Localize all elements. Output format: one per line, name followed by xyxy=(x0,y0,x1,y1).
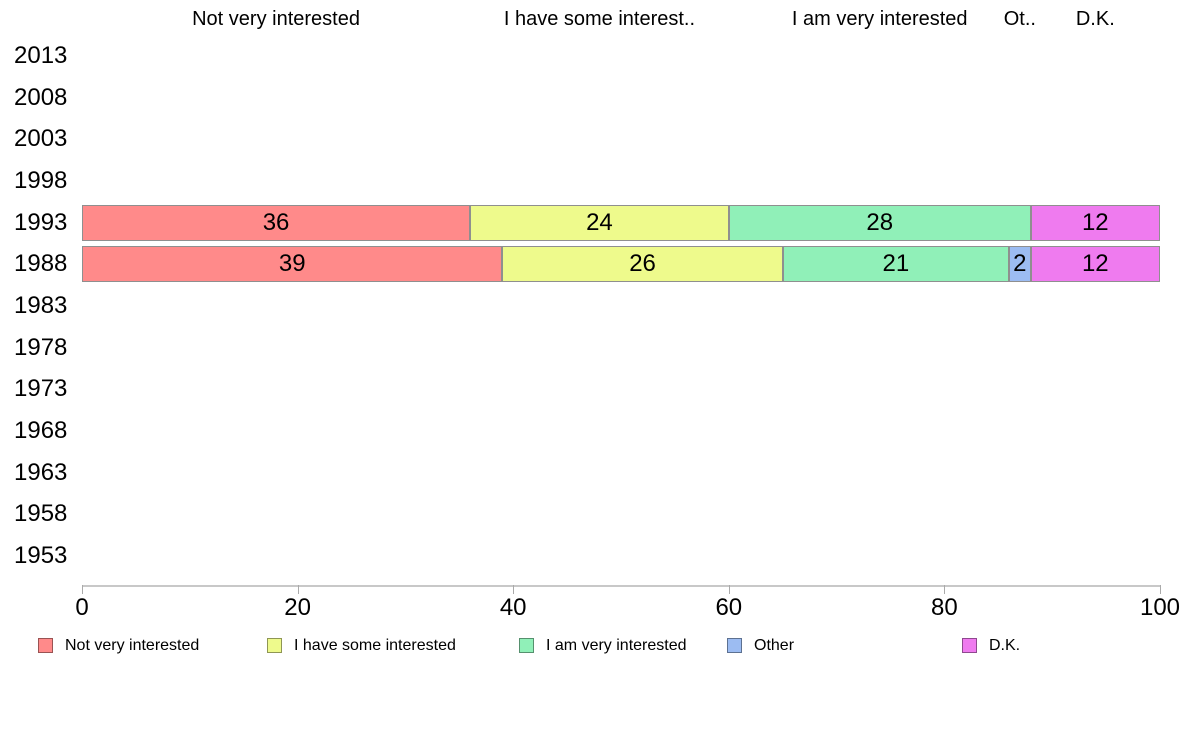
bar-segment-i-have-some-interested-1988[interactable]: 26 xyxy=(502,246,783,283)
legend-item-not-very-interested[interactable]: Not very interested xyxy=(38,637,199,654)
y-axis-label-2008: 2008 xyxy=(14,83,68,111)
bar-value-label: 21 xyxy=(882,250,910,278)
bar-segment-not-very-interested-1993[interactable]: 36 xyxy=(82,204,471,241)
y-axis-label-1953: 1953 xyxy=(14,542,68,569)
x-axis-tick-label: 100 xyxy=(1139,594,1181,621)
x-axis-tick-label: 60 xyxy=(715,594,743,621)
column-header-other: Ot.. xyxy=(1003,8,1036,30)
x-axis-tick-label: 40 xyxy=(499,594,527,621)
legend-label: D.K. xyxy=(989,637,1021,654)
bar-segment-other-1988[interactable]: 2 xyxy=(1009,246,1031,283)
bar-segment-i-have-some-interested-1993[interactable]: 24 xyxy=(470,204,729,241)
x-axis-line xyxy=(82,585,1160,587)
bar-segment-d-k-1993[interactable]: 12 xyxy=(1030,204,1160,241)
x-axis-tick-label: 0 xyxy=(75,594,89,621)
bar-value-label: 36 xyxy=(262,208,290,236)
x-axis-tick xyxy=(82,585,83,594)
x-axis-tick xyxy=(728,585,730,594)
bar-value-label: 24 xyxy=(586,208,613,236)
y-axis-label-1973: 1973 xyxy=(14,375,68,403)
legend-item-d-k[interactable]: D.K. xyxy=(962,637,1020,654)
bar-value-label: 28 xyxy=(866,208,894,236)
x-axis-tick-label: 80 xyxy=(931,594,958,621)
y-axis-label-1983: 1983 xyxy=(14,292,68,319)
column-header-d-k: D.K. xyxy=(1075,8,1115,30)
legend-swatch-not-very-interested xyxy=(38,638,53,653)
y-axis-label-1968: 1968 xyxy=(14,417,68,444)
bar-value-label: 26 xyxy=(629,250,656,278)
legend-label: Other xyxy=(754,637,795,654)
legend-swatch-d-k xyxy=(962,638,977,653)
bar-segment-i-am-very-interested-1988[interactable]: 21 xyxy=(782,246,1010,283)
bar-value-label: 39 xyxy=(278,250,306,278)
bar-value-label: 12 xyxy=(1081,208,1109,236)
bar-value-label: 2 xyxy=(1013,250,1027,278)
bar-segment-d-k-1988[interactable]: 12 xyxy=(1030,246,1160,283)
legend-swatch-other xyxy=(727,638,742,653)
x-axis-tick xyxy=(1160,585,1161,594)
y-axis-label-1993: 1993 xyxy=(14,208,68,236)
bar-value-label: 12 xyxy=(1081,250,1109,278)
x-axis-tick-label: 20 xyxy=(284,594,311,621)
y-axis-label-1978: 1978 xyxy=(14,333,68,361)
y-axis-label-1998: 1998 xyxy=(14,167,68,194)
legend-label: I am very interested xyxy=(546,637,687,654)
y-axis-label-1958: 1958 xyxy=(14,500,68,528)
y-axis-label-2013: 2013 xyxy=(14,42,68,69)
legend-label: I have some interested xyxy=(294,637,456,654)
bar-segment-not-very-interested-1988[interactable]: 39 xyxy=(82,246,503,283)
x-axis-tick xyxy=(513,585,515,594)
column-header-i-am-very-interested: I am very interested xyxy=(791,8,968,30)
legend-item-i-have-some-interested[interactable]: I have some interested xyxy=(267,637,456,654)
x-axis-tick xyxy=(944,585,946,594)
y-axis-label-1988: 1988 xyxy=(14,250,68,278)
legend-label: Not very interested xyxy=(65,637,200,654)
legend-item-other[interactable]: Other xyxy=(727,637,794,654)
column-header-i-have-some-interested: I have some interest.. xyxy=(503,8,696,30)
x-axis-tick xyxy=(297,585,299,594)
legend-swatch-i-am-very-interested xyxy=(519,638,534,653)
y-axis-label-1963: 1963 xyxy=(14,458,68,486)
legend-item-i-am-very-interested[interactable]: I am very interested xyxy=(519,637,687,654)
bar-segment-i-am-very-interested-1993[interactable]: 28 xyxy=(728,204,1031,241)
legend-swatch-i-have-some-interested xyxy=(267,638,282,653)
y-axis-label-2003: 2003 xyxy=(14,125,68,153)
column-header-not-very-interested: Not very interested xyxy=(192,8,360,30)
